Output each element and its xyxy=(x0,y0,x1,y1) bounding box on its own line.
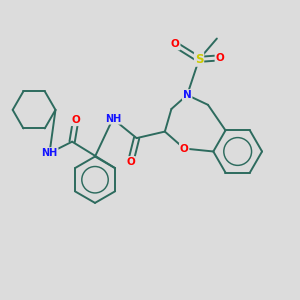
Text: O: O xyxy=(215,53,224,63)
Text: O: O xyxy=(71,115,80,125)
Text: S: S xyxy=(195,53,203,66)
Text: N: N xyxy=(183,90,191,100)
Text: O: O xyxy=(126,157,135,167)
Text: NH: NH xyxy=(105,114,121,124)
Text: O: O xyxy=(180,143,189,154)
Text: NH: NH xyxy=(41,148,58,158)
Text: O: O xyxy=(171,40,180,50)
